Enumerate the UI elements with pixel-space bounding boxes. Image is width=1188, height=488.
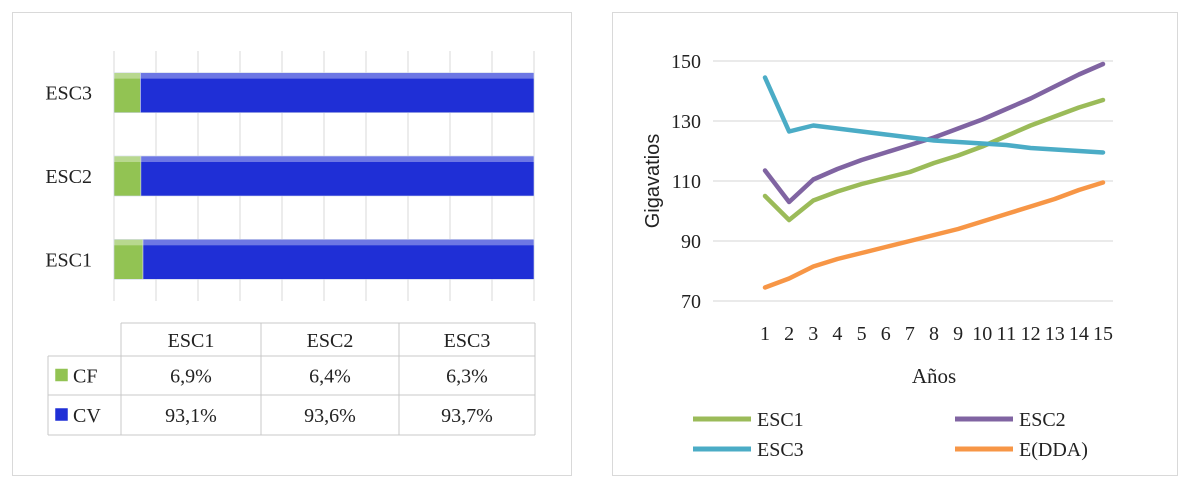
x-tick-label-15: 15 [1093,323,1113,345]
legend-label-esc2: ESC2 [1019,409,1066,431]
table-cell-cv-esc2: 93,6% [304,405,356,427]
bar-cv-esc3 [140,72,535,113]
bar-bevel-cv-esc1 [142,239,535,246]
y-tick-label-130: 130 [671,111,701,133]
series-line-edda [762,180,1106,290]
table-header-esc1: ESC1 [168,330,215,352]
bar-bevel-cf-esc1 [114,239,143,246]
x-tick-label-10: 10 [972,323,992,345]
x-tick-label-13: 13 [1045,323,1065,345]
x-tick-label-12: 12 [1021,323,1041,345]
series-line-esc2 [762,61,1106,205]
legend-label-edda: E(DDA) [1019,439,1088,461]
y-tick-label-esc2: ESC2 [45,166,92,188]
table-cell-cf-esc3: 6,3% [446,366,488,388]
table-cell-cf-esc2: 6,4% [309,366,351,388]
x-tick-label-14: 14 [1069,323,1089,345]
bar-cv-esc2 [140,155,535,197]
y-axis-label: Gigavatios [642,134,664,229]
table-cell-cv-esc1: 93,1% [165,405,217,427]
y-tick-label-150: 150 [671,51,701,73]
legend-label-esc3: ESC3 [757,439,804,461]
bar-bevel-cv-esc2 [140,156,534,162]
x-tick-label-9: 9 [953,323,963,345]
y-tick-label-90: 90 [681,231,701,253]
bar-cv-esc1 [142,239,535,280]
stacked-bar-chart: ESC1 ESC2 ESC3 ESC1 ESC2 ESC3 CF 6,9% 6,4% 6,3% CV… [45,51,536,436]
table-header-esc2: ESC2 [307,330,354,352]
x-tick-label-3: 3 [808,323,818,345]
x-axis-label: Años [912,364,956,388]
table-row-label-cf: CF [73,366,97,388]
legend-label-esc1: ESC1 [757,409,804,431]
table-cell-cf-esc1: 6,9% [170,366,212,388]
x-tick-label-2: 2 [784,323,794,345]
y-tick-label-esc1: ESC1 [45,249,92,271]
legend-key-cv [54,407,69,422]
x-tick-label-7: 7 [905,323,915,345]
table-cell-cv-esc3: 93,7% [441,405,493,427]
x-tick-label-5: 5 [857,323,867,345]
table-header-esc3: ESC3 [444,330,491,352]
right-chart-panel: 70 90 110 130 150 1 2 3 4 5 6 7 8 9 10 11 12 13 14 15 Años Gi… [612,12,1178,476]
bar-bevel-cv-esc3 [140,72,534,79]
x-tick-label-6: 6 [881,323,891,345]
y-tick-label-esc3: ESC3 [45,83,92,105]
x-tick-label-1: 1 [760,323,770,345]
x-tick-label-11: 11 [996,323,1016,345]
series-line-esc1 [762,97,1106,223]
x-tick-label-4: 4 [832,323,842,345]
bar-cf-esc3 [113,72,141,113]
bar-cf-esc1 [113,239,144,280]
table-row-label-cv: CV [73,405,101,427]
y-tick-label-110: 110 [672,171,701,193]
series-line-esc3 [762,75,1106,155]
legend-key-cf [54,368,69,382]
x-tick-label-8: 8 [929,323,939,345]
y-tick-label-70: 70 [681,291,701,313]
left-chart-panel: ESC1 ESC2 ESC3 ESC1 ESC2 ESC3 CF 6,9% 6,4% 6,3% CV… [12,12,572,476]
bar-bevel-cf-esc3 [114,72,141,79]
bar-bevel-cf-esc2 [114,156,141,162]
